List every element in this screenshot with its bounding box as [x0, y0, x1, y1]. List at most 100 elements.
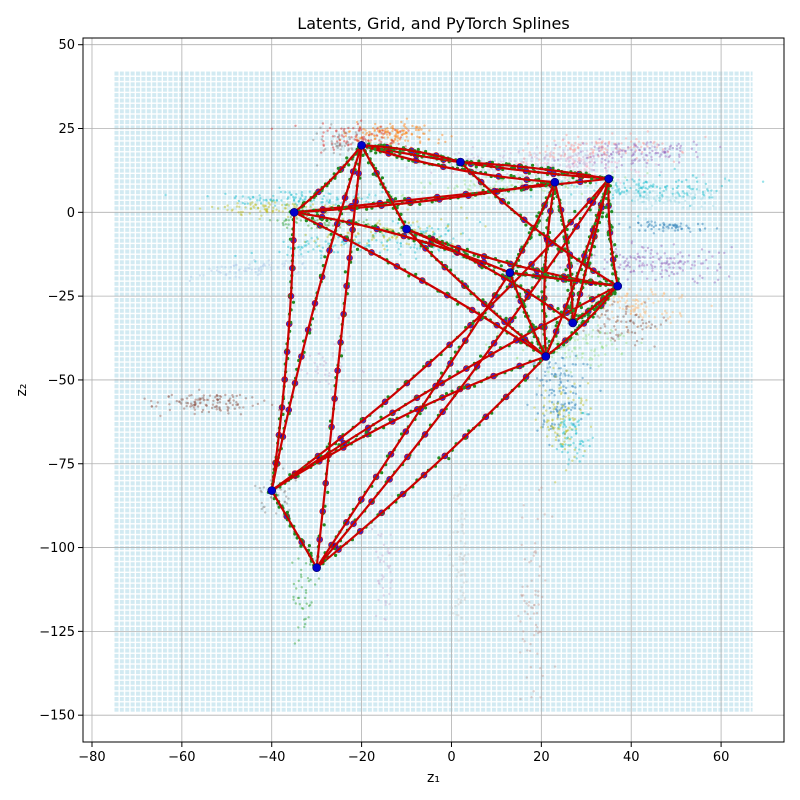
latent-point — [258, 217, 261, 221]
latent-point — [546, 186, 549, 189]
latent-point — [559, 417, 562, 421]
latent-point — [219, 409, 222, 412]
latent-point — [569, 165, 572, 168]
latent-point — [380, 241, 383, 244]
latent-point — [572, 441, 575, 445]
latent-point — [315, 391, 318, 394]
latent-point — [618, 222, 621, 226]
latent-point — [533, 361, 536, 364]
latent-cluster — [533, 366, 593, 484]
latent-point — [642, 156, 645, 159]
latent-point — [556, 434, 559, 437]
latent-point — [227, 406, 230, 410]
latent-point — [559, 424, 562, 427]
latent-point — [543, 420, 546, 423]
latent-point — [679, 260, 683, 263]
latent-point — [537, 603, 540, 606]
latent-point — [671, 194, 675, 198]
latent-point — [328, 198, 331, 201]
latent-point — [585, 399, 588, 402]
latent-point — [330, 142, 334, 145]
latent-point — [546, 419, 549, 422]
latent-point — [557, 341, 560, 344]
latent-point — [671, 261, 674, 264]
latent-point — [623, 261, 626, 264]
latent-point — [530, 182, 534, 185]
latent-point — [686, 260, 689, 263]
latent-point — [459, 552, 463, 555]
spline-sample — [529, 188, 533, 192]
latent-point — [456, 530, 460, 533]
latent-cluster — [234, 230, 424, 263]
latent-point — [642, 190, 645, 194]
latent-point — [310, 601, 313, 604]
latent-point — [548, 379, 552, 382]
latent-point — [556, 414, 560, 417]
spline-sample — [380, 471, 384, 475]
latent-point — [703, 194, 706, 197]
latent-point — [620, 155, 623, 159]
latent-point — [592, 148, 595, 152]
latent-point — [700, 262, 703, 265]
latent-point — [674, 180, 678, 183]
latent-point — [330, 388, 333, 391]
latent-point — [558, 410, 561, 413]
latent-point — [288, 487, 291, 490]
latent-point — [554, 375, 557, 378]
latent-point — [199, 397, 203, 400]
latent-point — [382, 575, 385, 579]
latent-point — [339, 153, 342, 156]
y-tick-label: −75 — [48, 457, 75, 472]
latent-point — [616, 300, 619, 304]
latent-point — [406, 139, 410, 142]
latent-point — [469, 188, 472, 192]
latent-point — [612, 296, 615, 299]
latent-point — [634, 307, 637, 311]
spline-sample — [437, 456, 441, 460]
latent-point — [660, 269, 664, 272]
latent-point — [541, 189, 544, 192]
latent-point — [343, 242, 346, 246]
latent-point — [655, 151, 658, 154]
latent-point — [201, 408, 205, 412]
latent-point — [619, 181, 622, 185]
latent-point — [357, 232, 360, 236]
latent-point — [386, 550, 389, 553]
latent-point — [691, 198, 694, 201]
latent-point — [395, 131, 399, 134]
latent-point — [585, 341, 588, 345]
latent-point — [306, 372, 309, 375]
latent-point — [381, 136, 384, 139]
latent-point — [574, 432, 578, 435]
latent-point — [259, 202, 263, 205]
latent-point — [695, 150, 698, 154]
latent-point — [674, 226, 678, 229]
latent-point — [386, 136, 390, 139]
latent-point — [563, 431, 566, 434]
latent-point — [547, 161, 550, 165]
latent-point — [661, 148, 665, 151]
latent-point — [647, 220, 650, 223]
latent-point — [632, 145, 636, 149]
latent-point — [652, 255, 655, 259]
latent-point — [554, 431, 557, 434]
latent-point — [543, 414, 546, 417]
latent-point — [635, 157, 638, 160]
latent-point — [623, 268, 626, 271]
latent-point — [541, 674, 544, 677]
latent-point — [526, 403, 529, 407]
latent-point — [317, 577, 321, 580]
latent-point — [703, 201, 707, 205]
latent-point — [666, 150, 670, 154]
latent-point — [405, 131, 408, 135]
latent-point — [582, 403, 585, 407]
latent-point — [385, 227, 389, 230]
latent-point — [611, 156, 614, 160]
latent-point — [636, 215, 640, 218]
latent-point — [636, 255, 640, 259]
latent-point — [715, 227, 719, 230]
latent-point — [570, 422, 573, 425]
latent-point — [341, 218, 345, 221]
latent-point — [300, 575, 303, 579]
latent-point — [307, 250, 310, 253]
